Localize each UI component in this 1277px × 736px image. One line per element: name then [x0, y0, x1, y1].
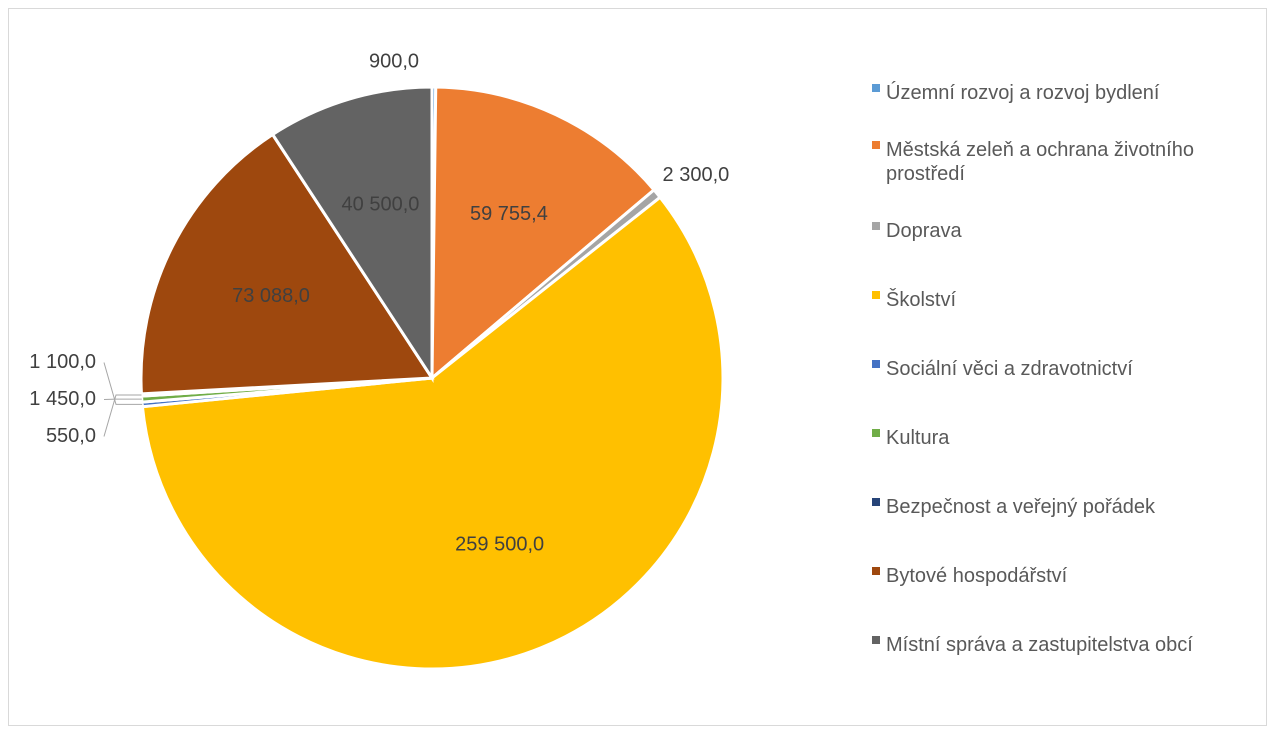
- pie-slice: [270, 85, 434, 384]
- legend-item: Bytové hospodářství: [872, 541, 1272, 610]
- legend-swatch: [872, 222, 880, 230]
- legend-swatch: [872, 291, 880, 299]
- data-label: 1 450,0: [29, 388, 96, 410]
- legend-swatch: [872, 636, 880, 644]
- data-label: 40 500,0: [342, 193, 420, 215]
- legend-label: Školství: [886, 288, 957, 311]
- legend-swatch: [872, 360, 880, 368]
- legend-label: Bezpečnost a veřejný pořádek: [886, 495, 1156, 518]
- data-label: 550,0: [46, 425, 96, 447]
- legend-item: Školství: [872, 265, 1272, 334]
- legend-label: Kultura: [886, 426, 950, 449]
- data-label: 1 100,0: [29, 351, 96, 373]
- pie-slice: [139, 132, 435, 396]
- legend-item: Bezpečnost a veřejný pořádek: [872, 472, 1272, 541]
- leader-line: [103, 362, 143, 405]
- legend-item: Sociální věci a zdravotnictví: [872, 334, 1272, 403]
- data-label: 900,0: [369, 50, 419, 72]
- legend-item: Územní rozvoj a rozvoj bydlení: [872, 58, 1272, 127]
- leader-line: [103, 394, 142, 437]
- legend-item: Městská zeleň a ochrana životního prostř…: [872, 127, 1272, 196]
- legend-label: Městská zeleň a ochrana životního prostř…: [886, 138, 1194, 185]
- chart-frame: [8, 8, 1267, 726]
- legend-swatch: [872, 567, 880, 575]
- legend-swatch: [872, 498, 880, 506]
- data-label: 73 088,0: [232, 285, 310, 307]
- legend-swatch: [872, 84, 880, 92]
- legend-label: Doprava: [886, 219, 962, 242]
- data-label: 2 300,0: [663, 164, 730, 186]
- legend-item: Kultura: [872, 403, 1272, 472]
- legend-swatch: [872, 141, 880, 149]
- data-label: 259 500,0: [455, 534, 544, 556]
- legend-item: Doprava: [872, 196, 1272, 265]
- legend-label: Sociální věci a zdravotnictví: [886, 357, 1133, 380]
- legend: Územní rozvoj a rozvoj bydlení Městská ze…: [872, 58, 1272, 679]
- legend-swatch: [872, 429, 880, 437]
- legend-item: Místní správa a zastupitelstva obcí: [872, 610, 1272, 679]
- pie-slice: [140, 195, 725, 671]
- legend-label: Místní správa a zastupitelstva obcí: [886, 633, 1193, 656]
- legend-label: Územní rozvoj a rozvoj bydlení: [886, 81, 1160, 104]
- chart: 900,0 59 755,4 2 300,0 259 500,0 73 088,0 40 …: [29, 50, 730, 671]
- pie-slice: [430, 85, 657, 382]
- legend-label: Bytové hospodářství: [886, 564, 1068, 587]
- data-label: 59 755,4: [470, 203, 548, 225]
